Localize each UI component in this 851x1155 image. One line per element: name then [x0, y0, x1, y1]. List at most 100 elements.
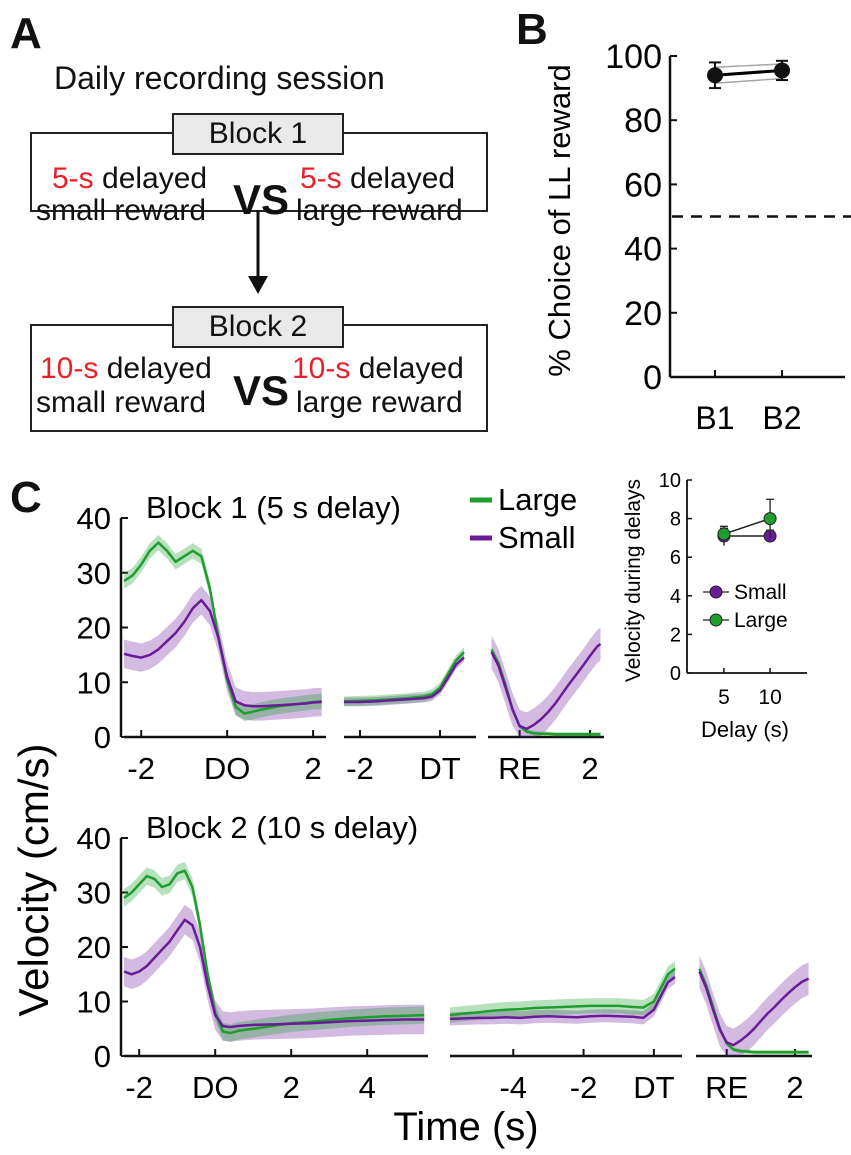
c-y-axis-label: Velocity (cm/s)	[10, 743, 57, 1016]
inset-legend-marker-large	[709, 613, 723, 627]
c-top-x-tick-label: -2	[127, 751, 155, 786]
c-top-line-small	[123, 598, 322, 708]
c-bottom-y-tick-label: 20	[77, 930, 111, 965]
b-y-tick-label: 0	[643, 359, 662, 397]
inset-point-large	[717, 527, 731, 541]
c-bottom-y-tick-label: 10	[77, 985, 111, 1020]
c-bottom-y-tick-label: 40	[77, 821, 111, 856]
c-bottom-x-tick-label: 2	[786, 1070, 803, 1105]
block2-right-line1: 10-s delayed	[292, 352, 464, 385]
block1-right-delayed: delayed	[341, 162, 456, 195]
c-top-line-small	[490, 642, 602, 731]
c-top-y-tick-label: 30	[77, 556, 111, 591]
c-bottom-line-small	[449, 976, 676, 1021]
block1-vs: VS	[233, 176, 290, 223]
b-y-tick-label: 40	[624, 231, 662, 269]
c-top-y-tick-label: 20	[77, 611, 111, 646]
b-individual-line	[714, 77, 783, 85]
b-mean-point	[774, 62, 790, 79]
c-top-title: Block 1 (5 s delay)	[146, 490, 401, 525]
c-bottom-x-tick-label: -2	[125, 1070, 153, 1105]
inset-y-tick-label: 0	[670, 663, 681, 685]
b-mean-line	[714, 68, 783, 77]
c-bottom-band-small	[124, 905, 425, 1042]
block2-left-delay: 10-s	[40, 352, 99, 385]
c-top-line-large	[123, 541, 322, 715]
block1-right-line1: 5-s delayed	[300, 162, 455, 195]
c-top-x-tick-label: 2	[304, 751, 321, 786]
c-top-y-tick-label: 40	[77, 501, 111, 536]
c-bottom-band-small	[699, 955, 809, 1056]
block2-left-delayed: delayed	[98, 352, 212, 385]
c-top-x-tick-label: DO	[204, 751, 251, 786]
block2-left-line2: small reward	[36, 386, 207, 419]
c-x-axis-label: Time (s)	[393, 1105, 538, 1149]
c-top-x-tick-label: RE	[498, 751, 541, 786]
c-bottom-band-large	[450, 961, 675, 1023]
inset-y-tick-label: 6	[670, 547, 681, 569]
inset-legend-label-small: Small	[734, 581, 787, 604]
c-bottom-x-tick-label: RE	[705, 1070, 748, 1105]
b-y-tick-label: 100	[605, 38, 662, 76]
block1-right-delay: 5-s	[300, 162, 342, 195]
block2-right-line2: large reward	[296, 386, 463, 419]
c-bottom-line-large	[449, 967, 676, 1017]
inset-legend-label-large: Large	[734, 609, 788, 632]
b-y-tick-label: 60	[624, 166, 662, 204]
inset-y-axis-label: Velocity during delays	[622, 479, 645, 682]
block2-left-line1: 10-s delayed	[40, 352, 212, 385]
c-top-y-tick-label: 10	[77, 665, 111, 700]
panel-b-chart: 0 20 40 60 80 100 B1 B2 % Choice of LL reward	[542, 38, 851, 436]
inset-y-tick-label: 4	[670, 586, 681, 608]
c-top-y-tick-label: 0	[94, 720, 111, 755]
b-individual-line	[714, 63, 783, 68]
b-mean-point	[707, 67, 723, 84]
c-top-x-tick-label: 2	[581, 751, 598, 786]
c-top-line-small	[344, 656, 465, 704]
inset-x-tick-label: 10	[758, 686, 781, 709]
inset-x-tick-label: 5	[718, 686, 730, 709]
c-bottom-line-small	[123, 918, 425, 1029]
panel-b-letter: B	[516, 5, 548, 54]
c-bottom-line-small	[698, 971, 810, 1047]
inset-point-large	[763, 512, 777, 526]
c-legend-label-small: Small	[498, 520, 576, 555]
b-x-tick-label: B1	[695, 400, 734, 436]
block2-right-delayed: delayed	[350, 352, 464, 385]
block2-label: Block 2	[172, 306, 344, 348]
inset-x-axis-label: Delay (s)	[701, 717, 789, 742]
inset-legend-marker-small	[709, 585, 723, 599]
c-bottom-x-tick-label: -2	[570, 1070, 598, 1105]
c-bottom-x-tick-label: 2	[283, 1070, 300, 1105]
inset-y-tick-label: 2	[670, 624, 681, 646]
c-bottom-x-tick-label: DO	[192, 1070, 239, 1105]
block1-label: Block 1	[172, 113, 344, 155]
block1-right-line2: large reward	[296, 194, 463, 227]
c-bottom-title: Block 2 (10 s delay)	[146, 810, 418, 845]
b-y-tick-label: 80	[624, 102, 662, 140]
block2-right-delay: 10-s	[292, 352, 351, 385]
c-bottom-x-tick-label: -4	[499, 1070, 527, 1105]
c-top-band-small	[491, 627, 601, 737]
c-bottom-y-tick-label: 30	[77, 876, 111, 911]
inset-y-tick-label: 8	[670, 509, 681, 531]
panel-c-letter: C	[10, 473, 42, 522]
inset-line-large	[723, 517, 771, 535]
c-bottom-x-tick-label: DT	[633, 1070, 674, 1105]
c-top-x-tick-label: DT	[419, 751, 460, 786]
block2-vs: VS	[233, 367, 290, 414]
panel-a-letter: A	[10, 9, 42, 58]
panel-a-title: Daily recording session	[54, 60, 385, 96]
block1-left-delay: 5-s	[52, 162, 94, 195]
c-bottom-band-small	[450, 970, 675, 1026]
block1-left-delayed: delayed	[93, 162, 208, 195]
arrow-head	[248, 276, 268, 294]
c-legend-label-large: Large	[498, 482, 577, 517]
block-transition-arrow	[248, 210, 268, 294]
block1-left-line1: 5-s delayed	[52, 162, 207, 195]
block1-left-line2: small reward	[36, 194, 207, 227]
c-top-x-tick-label: -2	[346, 751, 374, 786]
b-y-tick-label: 20	[624, 295, 662, 333]
c-bottom-y-tick-label: 0	[94, 1039, 111, 1074]
